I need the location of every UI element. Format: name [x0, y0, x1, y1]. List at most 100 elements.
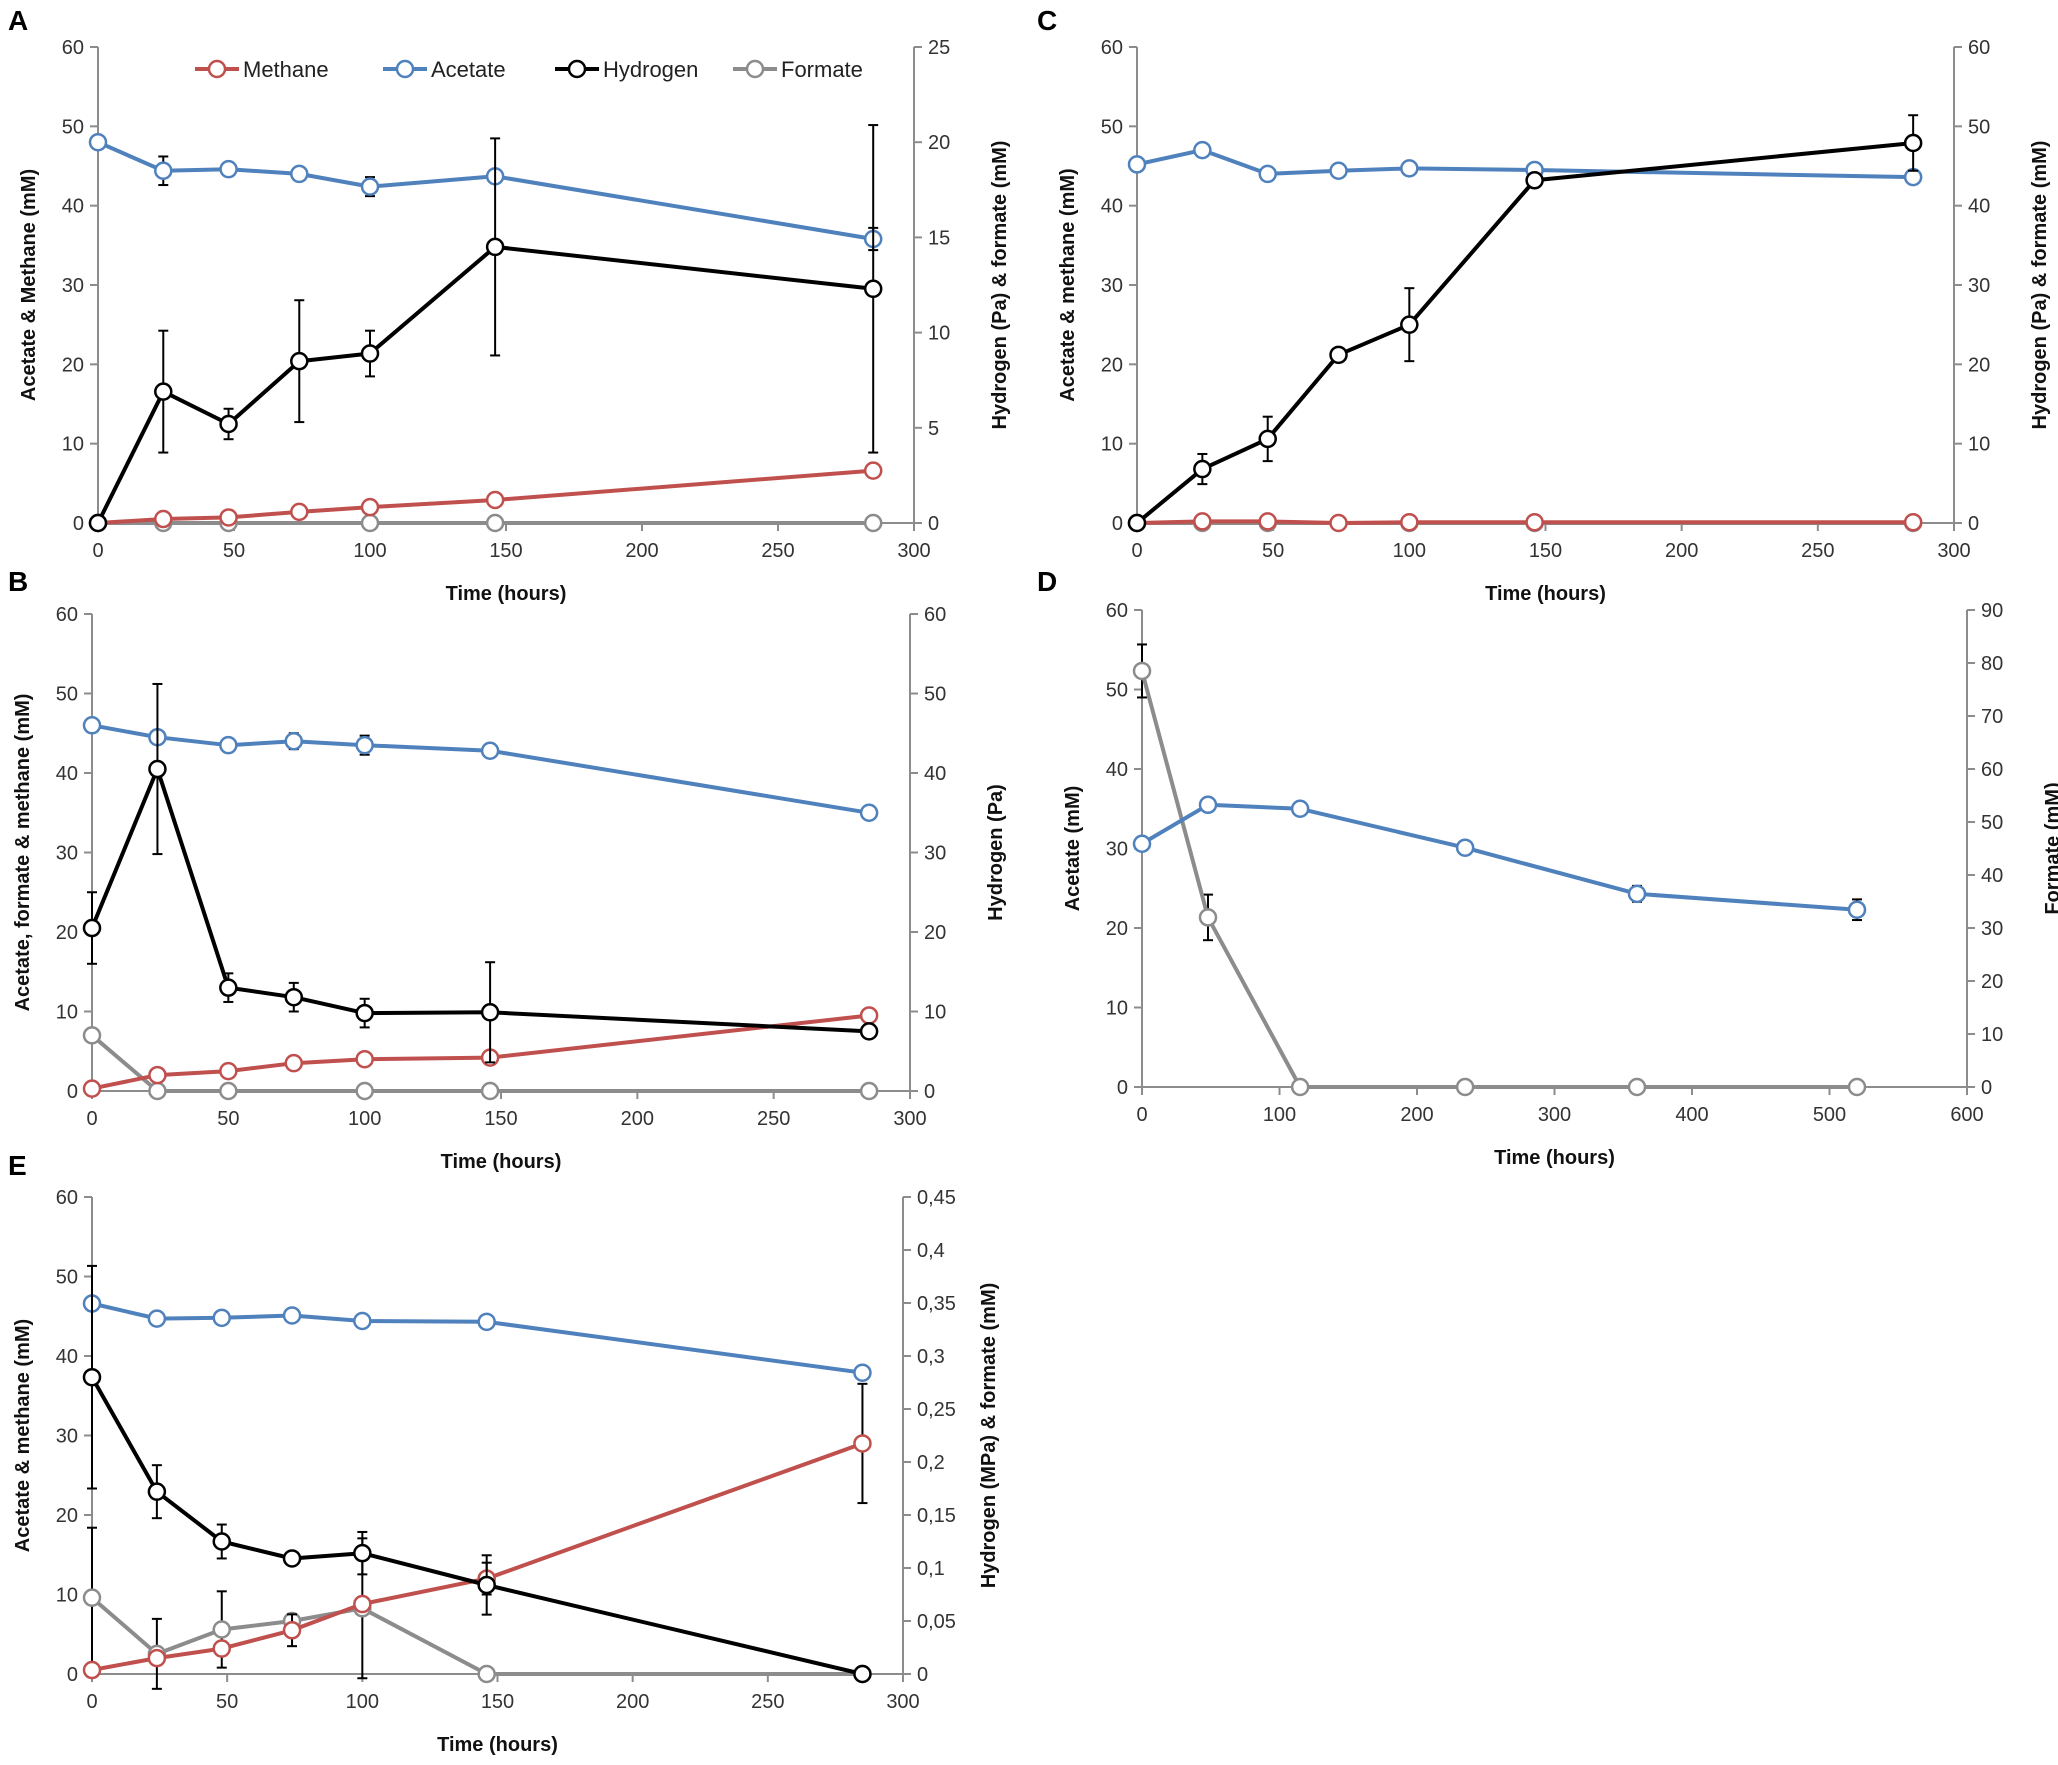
point-formate	[480, 1081, 500, 1101]
point-acetate	[1400, 159, 1419, 178]
point-acetate	[853, 1363, 872, 1382]
x-tick-label-d: 200	[1400, 1104, 1433, 1126]
y-tick-label-left-d: 30	[1106, 839, 1128, 861]
y-tick-label-left-b: 30	[56, 843, 78, 865]
y-tick-label-left-b: 60	[56, 604, 78, 626]
y-tick-label-left-c: 0	[1112, 513, 1123, 535]
point-methane	[282, 1621, 302, 1640]
point-formate	[1627, 1077, 1647, 1097]
x-tick-label-d: 400	[1675, 1104, 1708, 1126]
y-tick-label-right-b: 60	[924, 604, 946, 626]
legend-label-acetate: Acetate	[431, 57, 506, 82]
point-formate	[485, 513, 505, 533]
legend-label-methane: Methane	[243, 57, 329, 82]
point-methane	[1903, 512, 1923, 532]
point-hydrogen	[1400, 315, 1419, 334]
y-tick-label-left-d: 10	[1106, 998, 1128, 1020]
point-hydrogen	[282, 1549, 302, 1568]
point-methane	[1400, 512, 1419, 532]
x-tick-label-a: 100	[353, 540, 386, 562]
y-tick-label-right-a: 25	[928, 37, 950, 59]
y-tick-label-left-d: 0	[1117, 1077, 1128, 1099]
y-tick-label-right-c: 10	[1968, 434, 1990, 456]
legend-item-acetate: Acetate	[383, 57, 506, 82]
point-methane	[82, 1079, 102, 1098]
y-tick-label-right-a: 5	[928, 418, 939, 440]
y-tick-label-left-c: 50	[1101, 116, 1123, 138]
point-acetate	[1847, 900, 1867, 919]
point-hydrogen	[148, 759, 167, 779]
x-tick-label-a: 150	[489, 540, 522, 562]
y-tick-label-left-b: 50	[56, 684, 78, 706]
y-tick-label-left-b: 10	[56, 1002, 78, 1024]
point-formate	[360, 513, 380, 533]
point-methane	[853, 1434, 872, 1453]
y-tick-label-left-c: 20	[1101, 354, 1123, 376]
point-acetate	[1455, 838, 1475, 857]
y-tick-label-right-b: 20	[924, 922, 946, 944]
point-formate	[863, 513, 883, 533]
series-hydrogen-c	[1127, 114, 1923, 533]
y-tick-label-right-d: 90	[1981, 600, 2003, 622]
x-tick-label-a: 50	[223, 540, 245, 562]
x-tick-label-a: 200	[625, 540, 658, 562]
point-hydrogen	[360, 344, 380, 363]
panel-e: E 0 10 20 30 40 50 60 0 0,05 0,1 0,15 0,2 0,25 0,3 0,35…	[8, 1150, 1000, 1756]
point-hydrogen	[212, 1532, 232, 1551]
y-tick-label-right-e: 0,1	[917, 1558, 945, 1580]
panel-letter-c: C	[1037, 5, 1057, 36]
y-tick-label-left-c: 40	[1101, 196, 1123, 218]
y-tick-label-right-e: 0,05	[917, 1611, 956, 1633]
point-hydrogen	[477, 1575, 496, 1595]
point-methane	[863, 461, 883, 480]
y-tick-label-right-d: 20	[1981, 971, 2003, 993]
y-tick-label-right-a: 15	[928, 227, 950, 249]
point-formate	[82, 1588, 102, 1607]
x-axis-title-d: Time (hours)	[1494, 1147, 1615, 1169]
y-tick-label-left-e: 60	[56, 1187, 78, 1209]
y-tick-label-left-d: 50	[1106, 680, 1128, 702]
point-acetate	[1329, 161, 1348, 181]
x-tick-label-b: 50	[217, 1108, 239, 1130]
point-hydrogen	[1127, 513, 1147, 533]
x-tick-label-e: 300	[886, 1691, 919, 1713]
x-tick-label-d: 500	[1813, 1104, 1846, 1126]
point-methane	[284, 1053, 304, 1073]
point-hydrogen	[1903, 133, 1923, 153]
x-tick-label-c: 0	[1131, 540, 1142, 562]
point-hydrogen	[1193, 459, 1212, 479]
legend-item-formate: Formate	[733, 57, 863, 82]
point-hydrogen	[480, 1003, 500, 1022]
point-methane	[1193, 512, 1212, 531]
point-methane	[1525, 512, 1544, 532]
y-tick-label-left-e: 30	[56, 1426, 78, 1448]
x-tick-label-b: 200	[621, 1108, 654, 1130]
point-formate	[355, 1081, 374, 1101]
y-tick-label-left-c: 30	[1101, 275, 1123, 297]
point-formate	[1290, 1077, 1310, 1097]
y-tick-label-left-a: 10	[62, 434, 84, 456]
y-tick-label-left-d: 40	[1106, 759, 1128, 781]
series-hydrogen-e	[82, 1264, 872, 1684]
legend-swatch-marker-acetate	[395, 59, 415, 79]
legend-swatch-marker-hydrogen	[567, 59, 587, 79]
y-tick-label-right-c: 60	[1968, 37, 1990, 59]
x-tick-label-b: 0	[86, 1108, 97, 1130]
point-formate	[1198, 908, 1218, 927]
legend-swatch-marker-formate	[745, 59, 765, 79]
x-tick-label-e: 150	[481, 1691, 514, 1713]
y-tick-label-right-b: 10	[924, 1002, 946, 1024]
x-tick-label-a: 250	[761, 540, 794, 562]
point-methane	[360, 497, 380, 517]
y-tick-label-right-b: 40	[924, 763, 946, 785]
point-hydrogen	[863, 279, 883, 299]
point-hydrogen	[88, 513, 108, 533]
y-axis-title-left-b: Acetate, formate & methane (mM)	[12, 694, 34, 1012]
point-hydrogen	[219, 978, 238, 997]
y-tick-label-right-e: 0,4	[917, 1240, 945, 1262]
x-tick-label-c: 150	[1529, 540, 1562, 562]
x-tick-label-d: 100	[1263, 1104, 1296, 1126]
